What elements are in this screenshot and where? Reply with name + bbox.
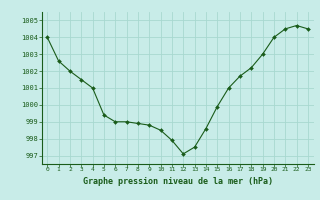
X-axis label: Graphe pression niveau de la mer (hPa): Graphe pression niveau de la mer (hPa) [83, 177, 273, 186]
